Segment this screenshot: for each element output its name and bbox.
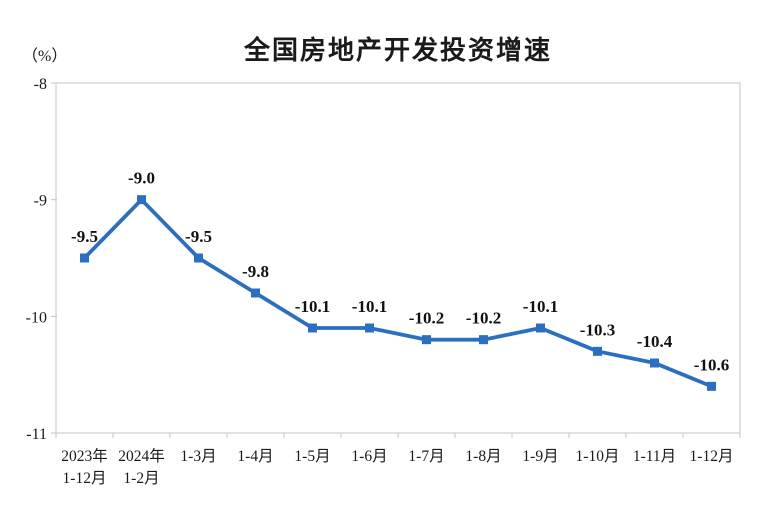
data-point-marker	[422, 335, 431, 345]
data-point-marker	[137, 195, 146, 205]
plot-border	[55, 82, 741, 434]
x-axis-category-label: 1-10月	[576, 448, 620, 465]
x-axis-category-label: 2023年 1-12月	[61, 447, 108, 487]
data-point-marker	[308, 323, 317, 333]
data-point-marker	[365, 323, 374, 333]
data-point-label: -9.5	[71, 227, 98, 246]
y-axis-unit-label: （%）	[22, 48, 68, 65]
x-axis-category-label: 1-4月	[237, 448, 273, 465]
y-axis-tick-label: -8	[34, 76, 47, 93]
x-axis-category-label: 1-7月	[408, 448, 444, 465]
x-axis-category-label: 2024年 1-2月	[118, 447, 165, 487]
data-point-marker	[593, 346, 602, 356]
data-point-label: -9.8	[242, 262, 269, 281]
data-point-marker	[479, 335, 488, 345]
data-point-marker	[251, 288, 260, 298]
series-line	[82, 196, 714, 389]
data-point-marker	[707, 381, 716, 391]
data-point-label: -10.1	[295, 297, 330, 316]
y-axis-tick-label: -9	[34, 193, 47, 210]
data-point-marker	[80, 253, 89, 263]
x-axis-category-label: 1-5月	[294, 448, 330, 465]
data-point-marker	[194, 253, 203, 263]
x-axis-category-label: 1-9月	[522, 448, 558, 465]
data-point-label: -10.1	[523, 297, 558, 316]
data-point-marker	[536, 323, 545, 333]
data-point-label: -10.2	[466, 309, 501, 328]
x-axis-category-label: 1-8月	[465, 448, 501, 465]
data-point-label: -10.1	[352, 297, 387, 316]
x-axis-category-label: 1-12月	[690, 448, 734, 465]
y-axis-tick-label: -11	[26, 426, 47, 443]
chart-title: 全国房地产开发投资增速	[243, 35, 552, 65]
data-point-label: -9.0	[128, 169, 155, 188]
x-axis-category-label: 1-3月	[180, 448, 216, 465]
data-point-label: -10.4	[637, 332, 673, 351]
data-point-marker	[650, 358, 659, 368]
x-axis-category-label: 1-11月	[633, 448, 676, 465]
y-axis-tick-label: -10	[26, 309, 47, 326]
data-point-label: -10.6	[694, 355, 729, 374]
data-point-label: -10.3	[580, 320, 615, 339]
data-point-label: -9.5	[185, 227, 212, 246]
x-axis-category-label: 1-6月	[351, 448, 387, 465]
data-point-label: -10.2	[409, 309, 444, 328]
